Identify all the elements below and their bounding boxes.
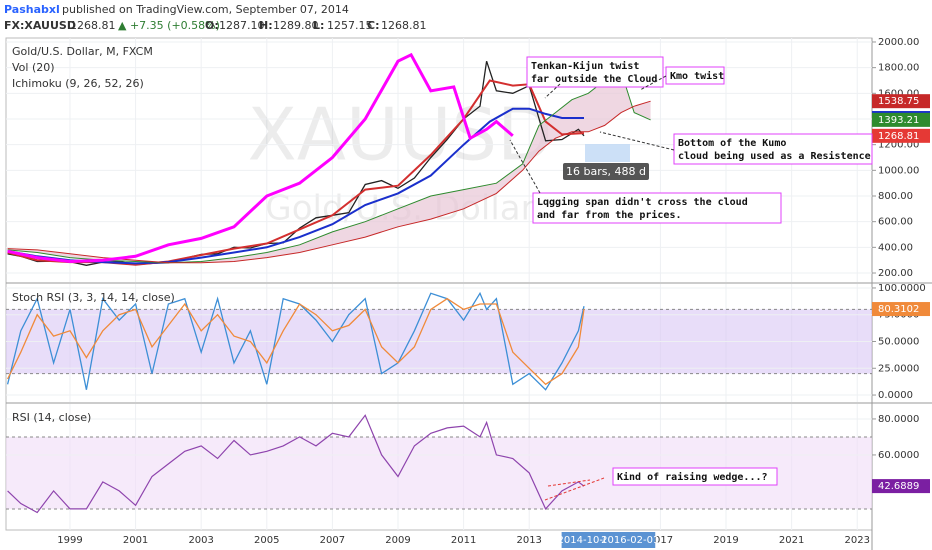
- annotation-text: and far from the prices.: [537, 209, 682, 221]
- y-tick-label: 50.0000: [878, 337, 919, 348]
- y-tick-label: 200.00: [878, 268, 913, 279]
- annotation-box: [526, 56, 664, 88]
- x-tick-label: 2003: [188, 535, 213, 546]
- y-tick-label: 1200.00: [878, 140, 919, 151]
- symbol: FX:XAUUSD: [4, 19, 76, 32]
- series-line: [7, 107, 584, 265]
- ohlc-label: C:: [367, 19, 379, 32]
- ohlc-value: 1287.10: [219, 19, 265, 32]
- y-tick-label: 400.00: [878, 242, 913, 253]
- annotation-arrow: [544, 477, 605, 501]
- series-line: [6, 291, 585, 391]
- ohlc: O: 1287.10H: 1289.80L: 1257.15C: 1268.81: [205, 19, 427, 32]
- pane-title: RSI (14, close): [12, 411, 91, 424]
- last-value-badge: [872, 112, 930, 127]
- y-tick-label: 2000.00: [878, 37, 919, 48]
- x-tick-label: 1999: [57, 535, 82, 546]
- ohlc-value: 1257.15: [327, 19, 373, 32]
- series-line: [7, 100, 651, 264]
- y-tick-label: 1000.00: [878, 165, 919, 176]
- x-tick-label: 2013: [516, 535, 541, 546]
- last-value-label: 42.6889: [878, 481, 919, 492]
- range-tick-box: [605, 532, 656, 548]
- y-tick-label: 800.00: [878, 191, 913, 202]
- measure-range: [585, 144, 630, 162]
- annotation-text: cloud being used as a Resistence: [678, 150, 871, 162]
- y-tick-label: 600.00: [878, 217, 913, 228]
- range-tick-label: 2014-10-01: [558, 535, 616, 546]
- ohlc-label: O:: [205, 19, 219, 32]
- y-tick-label: 25.0000: [878, 363, 919, 374]
- annotation-text: Bottom of the Kumo: [678, 138, 786, 149]
- pane: [6, 41, 872, 274]
- last-value-badge: [872, 128, 930, 143]
- annotation-text: Lqgging span didn't cross the cloud: [537, 196, 748, 208]
- x-tick-label: 2019: [713, 535, 738, 546]
- y-tick-label: 1600.00: [878, 88, 919, 99]
- last-price: 1268.81: [70, 19, 116, 32]
- y-tick-label: 1800.00: [878, 63, 919, 74]
- indicator-label: Vol (20): [12, 61, 55, 74]
- annotation-box: [673, 133, 873, 165]
- ohlc-value: 1268.81: [381, 19, 427, 32]
- x-tick-label: 2023: [845, 535, 870, 546]
- pane-title: Stoch RSI (3, 3, 14, 14, close): [12, 291, 175, 304]
- annotation-arrow: [544, 83, 561, 99]
- annotation-text: Kind of raising wedge...?: [617, 471, 768, 483]
- annotation-text: Tenkan-Kijun twist: [531, 60, 639, 72]
- x-tick-label: 2005: [254, 535, 279, 546]
- annotation-text: Kmo twist: [670, 70, 724, 82]
- last-value-label: 1393.21: [878, 115, 919, 126]
- annotation-text: far outside the Cloud: [531, 73, 657, 85]
- last-value-label: 80.3102: [878, 304, 919, 315]
- x-tick-label: 2001: [123, 535, 148, 546]
- x-tick-label: 2011: [451, 535, 476, 546]
- annotation-box: [665, 66, 725, 85]
- annotation-box: [612, 467, 778, 486]
- x-tick-label: 2009: [385, 535, 410, 546]
- pane: [6, 287, 872, 396]
- ohlc-label: H:: [259, 19, 273, 32]
- series-line: [7, 414, 585, 514]
- annotation-arrow: [547, 479, 591, 487]
- pane-title: Gold/U.S. Dollar, M, FXCM: [12, 45, 153, 58]
- measure-box: [563, 163, 649, 180]
- published: published on TradingView.com, September …: [62, 3, 349, 16]
- y-tick-label: 100.0000: [878, 283, 926, 294]
- range-tick-box: [561, 532, 612, 548]
- x-tick-label: 2017: [648, 535, 673, 546]
- y-tick-label: 60.0000: [878, 450, 919, 461]
- annotation-box: [532, 192, 782, 224]
- indicator-label: Ichimoku (9, 26, 52, 26): [12, 77, 144, 90]
- ohlc-label: L:: [313, 19, 324, 32]
- measure-label: 16 bars, 488 d: [566, 165, 646, 178]
- last-value-badge: [872, 302, 930, 317]
- last-value-label: 1268.81: [878, 131, 919, 142]
- series-line: [7, 297, 585, 386]
- x-tick-label: 2021: [779, 535, 804, 546]
- last-value-badge: [872, 479, 930, 494]
- y-tick-label: 0.0000: [878, 390, 913, 401]
- series-line: [7, 52, 514, 264]
- kumo-cloud: [7, 71, 651, 263]
- annotation-arrow: [599, 131, 675, 151]
- last-value-label: 1538.75: [878, 96, 919, 107]
- change: ▲ +7.35 (+0.58%): [118, 19, 220, 32]
- last-value-badge: [872, 94, 930, 109]
- y-tick-label: 80.0000: [878, 414, 919, 425]
- range-tick-label: 2016-02-01: [601, 535, 659, 546]
- author: Pashabxl: [4, 3, 60, 16]
- watermark: XAUUSD: [247, 93, 552, 177]
- series-line: [7, 70, 651, 264]
- ohlc-value: 1289.80: [273, 19, 319, 32]
- x-tick-label: 2007: [320, 535, 345, 546]
- annotation-arrow: [509, 139, 541, 194]
